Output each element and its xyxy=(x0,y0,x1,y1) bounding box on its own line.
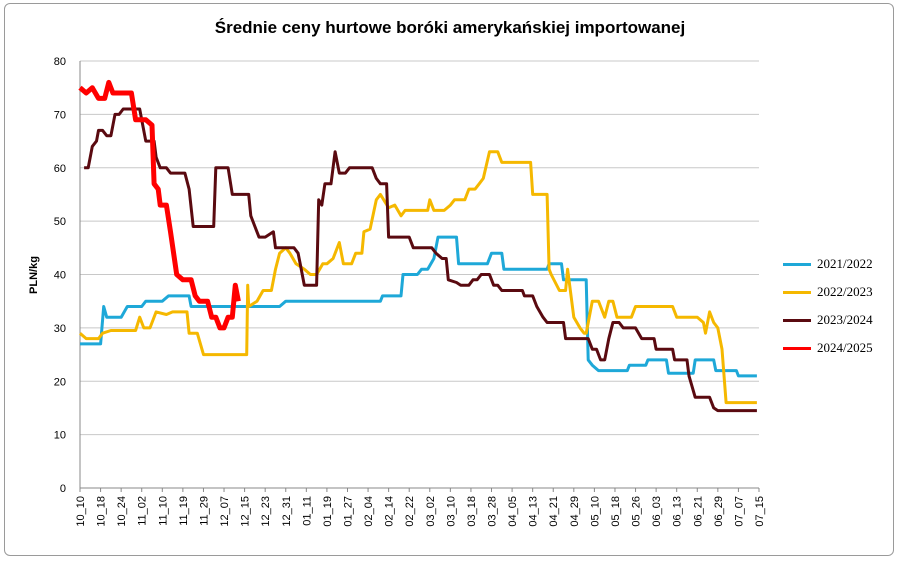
y-axis-label: PLN/kg xyxy=(28,256,40,294)
y-tick-label: 30 xyxy=(54,323,66,335)
series-line-0 xyxy=(80,235,757,378)
x-tick-label: 03_10 xyxy=(445,496,457,527)
y-tick-label: 0 xyxy=(60,483,66,495)
legend-item: 2024/2025 xyxy=(783,334,873,362)
legend-swatch xyxy=(783,346,811,350)
legend-label: 2024/2025 xyxy=(817,340,873,355)
x-tick-label: 04_21 xyxy=(548,496,560,527)
x-tick-labels: 10_10 10_18 10_24 11_02 11_10 11_19 11_29 12_07… xyxy=(75,488,766,527)
legend-item: 2021/2022 xyxy=(783,250,873,278)
legend: 2021/2022 2022/2023 2023/2024 2024/2025 xyxy=(783,250,873,362)
x-tick-label: 03_28 xyxy=(487,496,499,527)
x-tick-label: 12_23 xyxy=(260,496,272,527)
y-tick-label: 10 xyxy=(54,430,66,442)
x-tick-label: 11_29 xyxy=(198,496,210,526)
x-tick-label: 12_07 xyxy=(219,496,231,527)
x-tick-label: 11_10 xyxy=(157,496,169,526)
x-tick-label: 02_14 xyxy=(384,496,396,527)
legend-swatch xyxy=(783,290,811,294)
x-tick-label: 07_15 xyxy=(754,496,766,527)
x-tick-label: 05_18 xyxy=(610,496,622,527)
x-tick-label: 06_29 xyxy=(713,496,725,527)
legend-label: 2023/2024 xyxy=(817,312,873,327)
y-tick-labels: 0 10 20 30 40 50 60 70 80 xyxy=(54,56,66,495)
x-tick-label: 11_19 xyxy=(178,496,190,526)
legend-swatch xyxy=(783,318,811,322)
series-lines xyxy=(78,79,757,413)
legend-label: 2022/2023 xyxy=(817,284,873,299)
x-tick-label: 03_02 xyxy=(425,496,437,527)
x-tick-label: 04_13 xyxy=(528,496,540,527)
y-tick-label: 80 xyxy=(54,56,66,68)
series-line-2 xyxy=(84,107,757,413)
legend-swatch xyxy=(783,262,811,266)
legend-label: 2021/2022 xyxy=(817,256,873,271)
y-tick-label: 70 xyxy=(54,109,66,121)
y-tick-label: 60 xyxy=(54,163,66,175)
x-tick-label: 10_18 xyxy=(96,496,108,527)
x-tick-label: 05_26 xyxy=(631,496,643,527)
legend-item: 2022/2023 xyxy=(783,278,873,306)
chart-title: Średnie ceny hurtowe boróki amerykańskie… xyxy=(214,18,686,37)
x-tick-label: 03_18 xyxy=(466,496,478,527)
gridlines xyxy=(79,60,759,489)
x-tick-label: 01_27 xyxy=(342,496,354,527)
y-tick-label: 50 xyxy=(54,216,66,228)
x-tick-label: 07_07 xyxy=(733,496,745,527)
y-tick-label: 20 xyxy=(54,376,66,388)
x-tick-label: 02_04 xyxy=(363,496,375,527)
series-line-3 xyxy=(78,79,241,331)
x-tick-label: 12_15 xyxy=(240,496,252,527)
x-tick-label: 06_13 xyxy=(672,496,684,527)
x-tick-label: 02_22 xyxy=(404,496,416,527)
y-tick-label: 40 xyxy=(54,270,66,282)
x-tick-label: 05_10 xyxy=(589,496,601,527)
x-tick-label: 12_31 xyxy=(281,496,293,527)
x-tick-label: 10_10 xyxy=(75,496,87,527)
x-tick-label: 06_21 xyxy=(692,496,704,527)
x-tick-label: 06_03 xyxy=(651,496,663,527)
x-tick-label: 10_24 xyxy=(116,496,128,527)
x-tick-label: 04_05 xyxy=(507,496,519,527)
series-line-1 xyxy=(79,150,757,405)
x-tick-label: 01_19 xyxy=(322,496,334,527)
x-tick-label: 01_11 xyxy=(301,496,313,526)
x-tick-label: 11_02 xyxy=(137,496,149,526)
legend-item: 2023/2024 xyxy=(783,306,873,334)
x-tick-label: 04_29 xyxy=(569,496,581,527)
